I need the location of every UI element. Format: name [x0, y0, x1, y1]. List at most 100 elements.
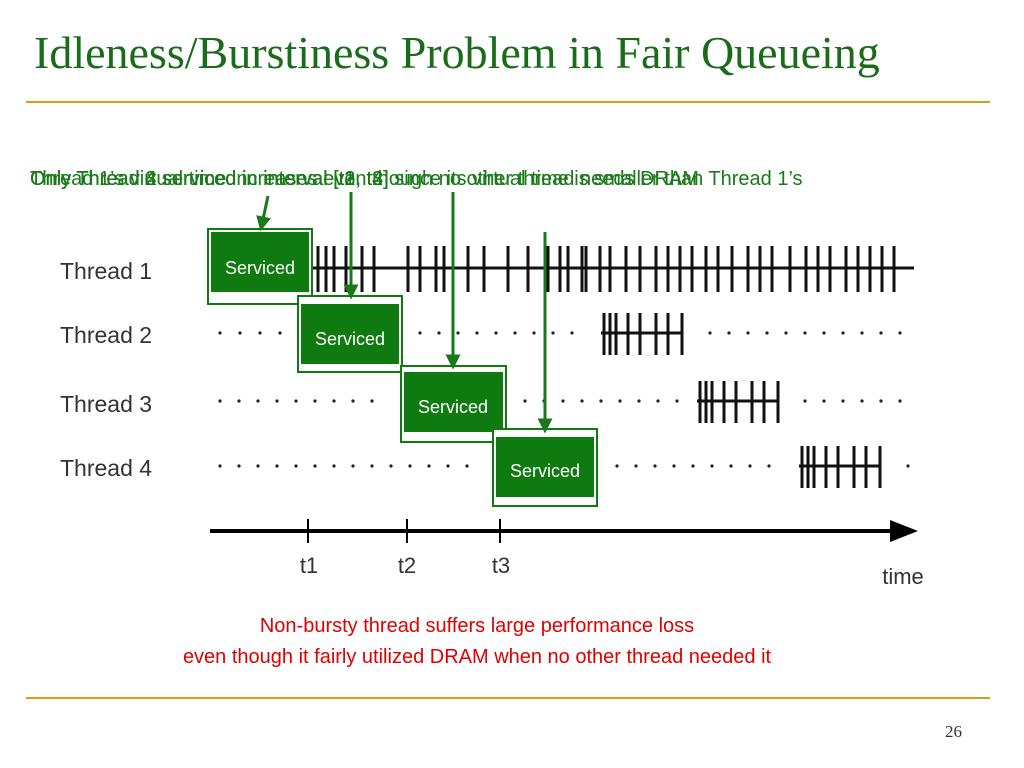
serviced-label-1: Serviced	[225, 258, 295, 278]
idle-dot	[784, 331, 788, 335]
idle-dot	[551, 331, 555, 335]
idle-dot	[672, 464, 676, 468]
thread-1-label: Thread 1	[60, 258, 152, 284]
idle-dot	[475, 331, 479, 335]
idle-dot	[313, 399, 317, 403]
idle-dot	[523, 399, 527, 403]
footer-divider	[26, 697, 990, 699]
callout-thread2: Only Thread 2 serviced in interval [t1, …	[30, 168, 803, 190]
idle-dot	[256, 399, 260, 403]
idle-dot	[767, 464, 771, 468]
idle-dot	[370, 399, 374, 403]
serviced-label-4: Serviced	[510, 461, 580, 481]
callout-thread1-virtual-time: Thread 1’s virtual time increases even t…	[30, 168, 699, 190]
idle-dot	[218, 464, 222, 468]
serviced-box-thread-2: Serviced	[297, 295, 403, 373]
idle-dot	[513, 331, 517, 335]
idle-dot	[879, 399, 883, 403]
idle-dot	[238, 331, 242, 335]
idle-dot	[656, 399, 660, 403]
serviced-box-thread-3: Serviced	[400, 365, 507, 443]
thread-3-label: Thread 3	[60, 391, 152, 417]
idle-dot	[860, 331, 864, 335]
idle-dot	[822, 399, 826, 403]
idle-dot	[860, 399, 864, 403]
tick-t2-label: t2	[398, 553, 416, 578]
idle-dot	[570, 331, 574, 335]
idle-dot	[879, 331, 883, 335]
idle-dot	[727, 331, 731, 335]
idle-dot	[370, 464, 374, 468]
idle-dot	[803, 331, 807, 335]
idle-dot	[691, 464, 695, 468]
idle-dot	[898, 399, 902, 403]
idle-dot	[729, 464, 733, 468]
idle-dot	[599, 399, 603, 403]
serviced-label-2: Serviced	[315, 329, 385, 349]
idle-dot	[275, 464, 279, 468]
idle-dot	[653, 464, 657, 468]
time-axis-label: time	[882, 564, 924, 589]
title-divider	[26, 101, 990, 103]
idle-dot	[465, 464, 469, 468]
idle-dot	[675, 399, 679, 403]
idle-dot	[494, 331, 498, 335]
idle-dot	[313, 464, 317, 468]
idle-dot	[532, 331, 536, 335]
idle-dot	[351, 464, 355, 468]
idle-dot	[456, 331, 460, 335]
slide-title: Idleness/Burstiness Problem in Fair Queu…	[34, 27, 880, 78]
idle-dot	[237, 399, 241, 403]
tick-t3-label: t3	[492, 553, 510, 578]
idle-dot	[256, 464, 260, 468]
idle-dot	[618, 399, 622, 403]
idle-dot	[561, 399, 565, 403]
idle-dot	[389, 464, 393, 468]
idle-dot	[278, 331, 282, 335]
idle-dot	[580, 399, 584, 403]
thread-2-label: Thread 2	[60, 322, 152, 348]
idle-dot	[332, 464, 336, 468]
idle-dot	[294, 399, 298, 403]
idle-dot	[351, 399, 355, 403]
idle-dot	[258, 331, 262, 335]
idle-dot	[822, 331, 826, 335]
time-axis-arrowhead	[890, 520, 918, 542]
request-bursts	[601, 313, 882, 488]
idle-dot	[237, 464, 241, 468]
idle-dot	[408, 464, 412, 468]
idle-dot	[418, 331, 422, 335]
idle-dot	[634, 464, 638, 468]
idle-dot	[746, 331, 750, 335]
idle-dot	[748, 464, 752, 468]
idle-dot	[765, 331, 769, 335]
thread-1-requests	[316, 246, 896, 292]
tick-t1-label: t1	[300, 553, 318, 578]
idle-dot	[841, 331, 845, 335]
idle-dot	[294, 464, 298, 468]
idle-dot	[427, 464, 431, 468]
idle-dot	[906, 464, 910, 468]
page-number: 26	[945, 722, 962, 741]
thread-4-label: Thread 4	[60, 455, 152, 481]
idle-dot	[841, 399, 845, 403]
idle-dot	[218, 331, 222, 335]
conclusion-line-1: Non-bursty thread suffers large performa…	[259, 615, 695, 637]
idle-dot	[637, 399, 641, 403]
idle-dot	[437, 331, 441, 335]
idle-dot	[708, 331, 712, 335]
callout-arrow-thread-1	[256, 195, 271, 232]
idle-dot	[898, 331, 902, 335]
idle-dot	[710, 464, 714, 468]
idle-dot	[275, 399, 279, 403]
callout-thread3: Only Thread 3 serviced in interval [t2, …	[30, 168, 389, 190]
idle-dot	[615, 464, 619, 468]
idle-dot	[446, 464, 450, 468]
idle-dot	[218, 399, 222, 403]
serviced-box-thread-1: Serviced	[207, 228, 313, 305]
conclusion-line-2: even though it fairly utilized DRAM when…	[182, 646, 772, 668]
idle-dot	[803, 399, 807, 403]
idle-dot	[332, 399, 336, 403]
serviced-box-thread-4: Serviced	[492, 428, 598, 507]
